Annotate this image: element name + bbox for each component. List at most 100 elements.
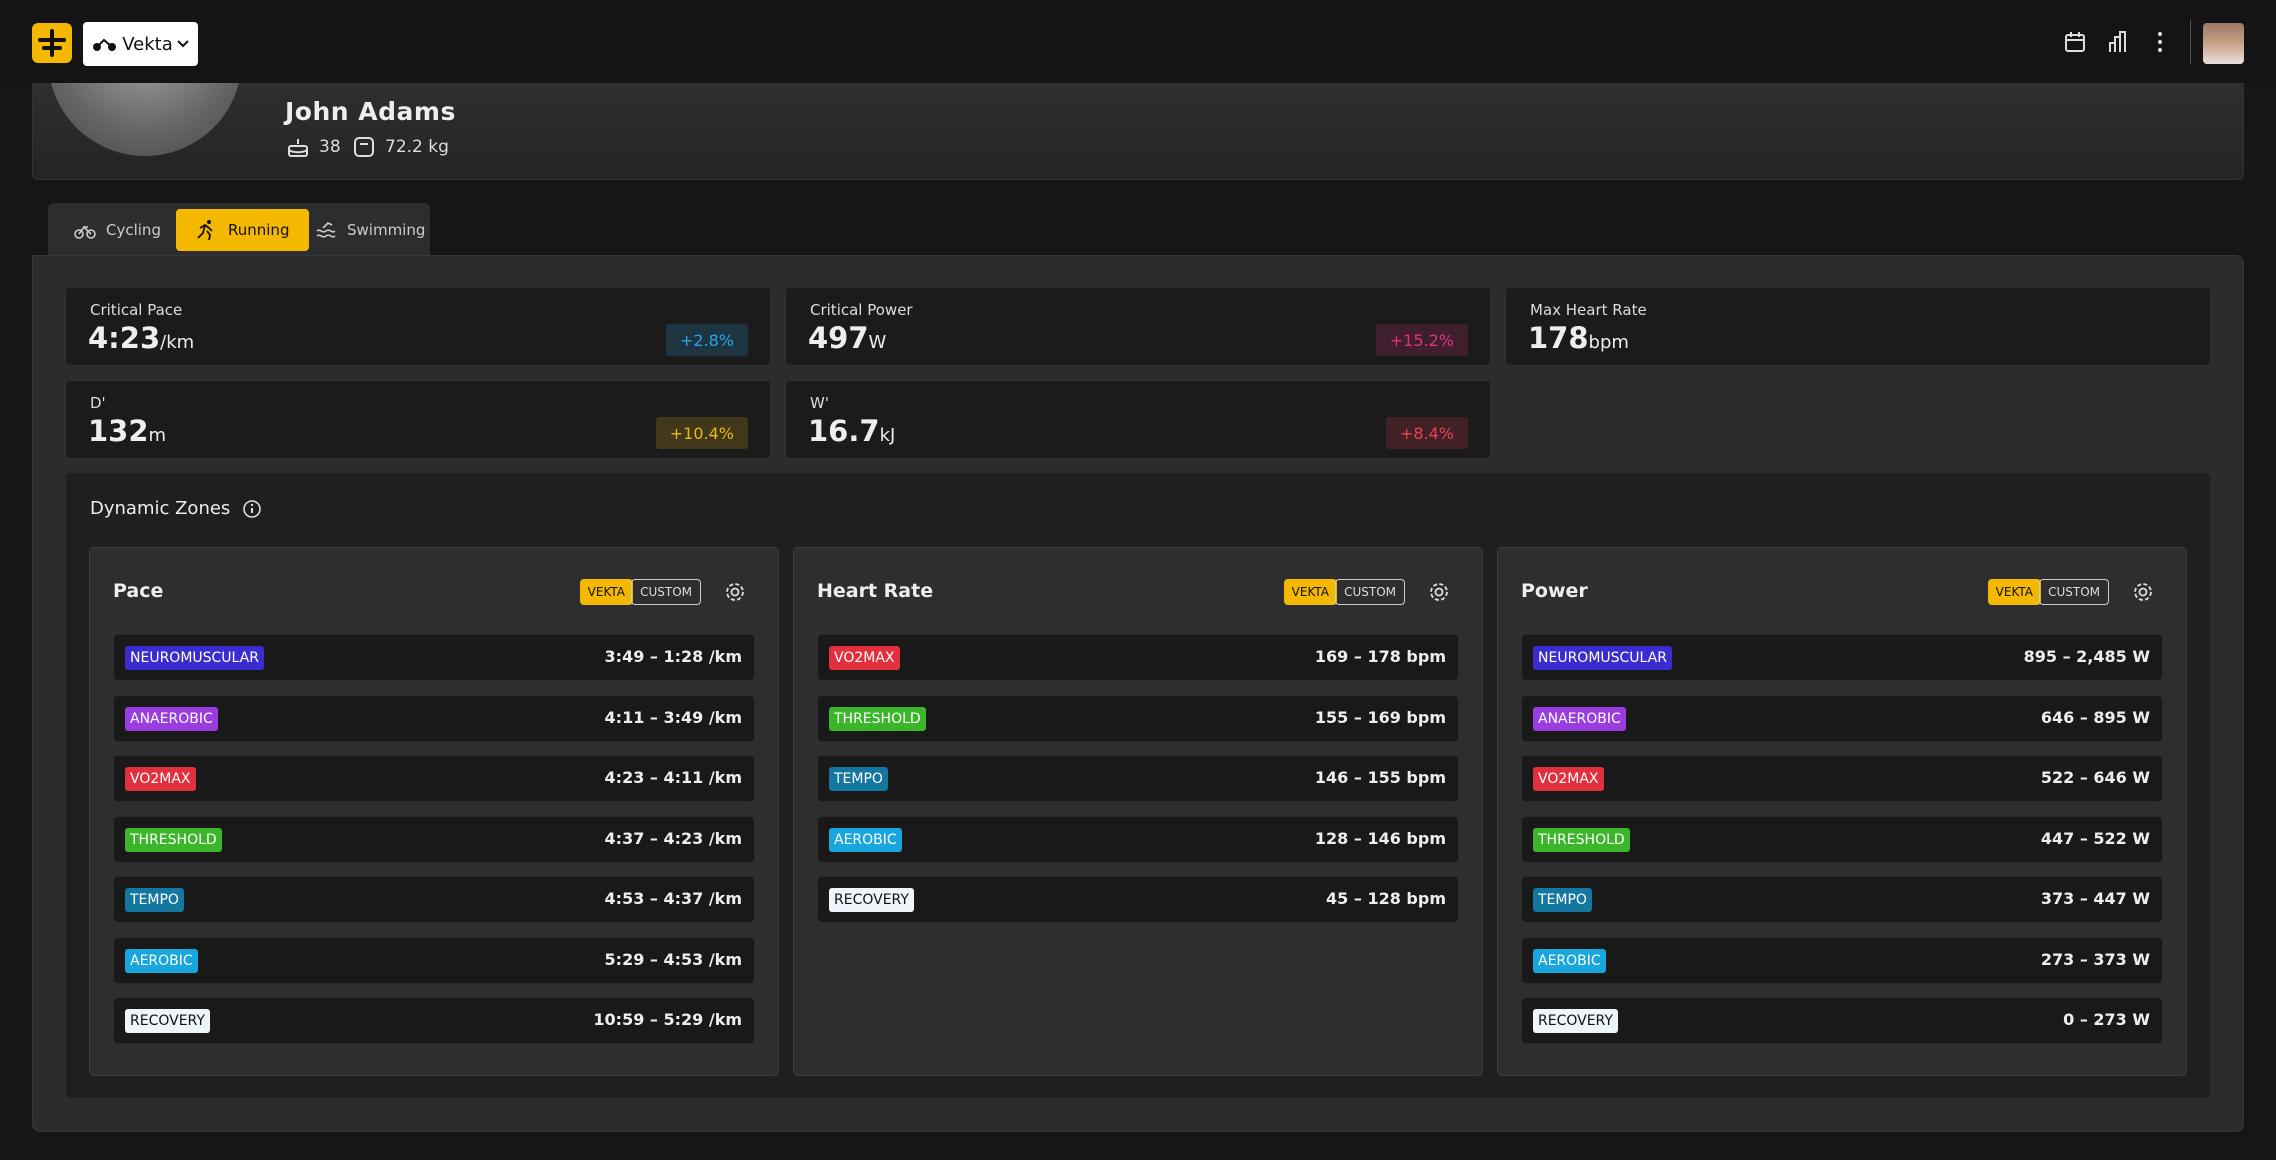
zone-row: RECOVERY 0 – 273 W — [1521, 997, 2163, 1044]
zone-row: TEMPO 146 – 155 bpm — [817, 755, 1459, 802]
calendar-icon[interactable] — [2064, 31, 2086, 53]
zone-range: 273 – 373 W — [2040, 949, 2150, 969]
brand-icon — [93, 38, 117, 51]
zone-range: 146 – 155 bpm — [1314, 768, 1446, 787]
zone-tag: VO2MAX — [125, 767, 196, 791]
zone-tag: TEMPO — [829, 767, 888, 791]
athlete-name: John Adams — [285, 97, 456, 126]
zones-title: Dynamic Zones — [90, 498, 231, 519]
vekta-toggle[interactable]: VEKTA — [1987, 579, 2041, 605]
zone-range: 155 – 169 bpm — [1314, 707, 1446, 727]
zone-row: THRESHOLD 4:37 – 4:23 /km — [113, 815, 755, 863]
sport-tab[interactable]: Swimming — [295, 209, 445, 251]
zone-range: 128 – 146 bpm — [1314, 828, 1446, 848]
metric-unit: bpm — [1588, 332, 1629, 353]
zone-tag: VO2MAX — [1533, 767, 1604, 791]
tab-icon — [74, 225, 96, 239]
zone-tag: ANAEROBIC — [1533, 706, 1626, 731]
zone-row: RECOVERY 10:59 – 5:29 /km — [113, 997, 755, 1044]
brand-name: Vekta — [122, 33, 173, 55]
zone-tag: NEUROMUSCULAR — [125, 646, 264, 670]
zone-range: 447 – 522 W — [2040, 828, 2150, 848]
zone-row: ANAEROBIC 646 – 895 W — [1521, 694, 2163, 742]
zone-tag: THRESHOLD — [829, 706, 926, 731]
zone-range: 895 – 2,485 W — [2023, 647, 2150, 666]
metric-value: 497W — [808, 321, 886, 355]
dynamic-zones-card: Dynamic Zones Pace VEKTA CUSTOM NEUROMUSCUL… — [65, 472, 2211, 1099]
zone-tag: AEROBIC — [829, 827, 902, 852]
zone-panel: Power VEKTA CUSTOM NEUROMUSCULAR 895 – 2,485… — [1497, 547, 2187, 1076]
tab-label: Cycling — [106, 221, 161, 239]
zone-range: 4:53 – 4:37 /km — [604, 889, 742, 908]
zone-tag: THRESHOLD — [125, 827, 222, 852]
chevron — [177, 40, 189, 48]
panel-title: Pace — [113, 580, 164, 602]
custom-toggle[interactable]: CUSTOM — [631, 579, 701, 605]
vekta-toggle[interactable]: VEKTA — [1283, 579, 1337, 605]
metric-number: 178 — [1528, 321, 1589, 355]
zone-tag: AEROBIC — [1533, 948, 1606, 973]
metric-number: 16.7 — [808, 414, 880, 448]
main-panel: Dynamic Zones Pace VEKTA CUSTOM NEUROMUSCUL… — [32, 255, 2244, 1132]
metric-label: Critical Power — [810, 301, 913, 319]
settings-icon[interactable] — [2131, 580, 2155, 604]
zone-tag: NEUROMUSCULAR — [1533, 646, 1672, 670]
metric-label: D' — [90, 394, 106, 412]
team-select[interactable]: Vekta — [83, 22, 198, 66]
panel-title: Heart Rate — [817, 580, 934, 602]
vekta-toggle[interactable]: VEKTA — [579, 579, 633, 605]
tab-label: Running — [228, 221, 290, 239]
tab-label: Swimming — [347, 221, 426, 239]
settings-icon[interactable] — [723, 580, 747, 604]
zone-tag: THRESHOLD — [1533, 827, 1630, 852]
zone-tag: VO2MAX — [829, 646, 900, 670]
custom-toggle[interactable]: CUSTOM — [1335, 579, 1405, 605]
more-icon[interactable] — [2152, 31, 2168, 53]
user-avatar[interactable] — [2203, 23, 2244, 64]
metric-value: 178bpm — [1528, 321, 1629, 355]
zone-panel: Pace VEKTA CUSTOM NEUROMUSCULAR 3:49 – 1:28 … — [89, 547, 779, 1076]
scale-icon — [354, 137, 374, 157]
zone-range: 646 – 895 W — [2040, 707, 2150, 727]
zone-row: NEUROMUSCULAR 895 – 2,485 W — [1521, 634, 2163, 681]
panel-title: Power — [1521, 580, 1588, 602]
zone-row: ANAEROBIC 4:11 – 3:49 /km — [113, 694, 755, 742]
age: 38 — [287, 136, 341, 158]
metric-number: 4:23 — [88, 321, 161, 355]
gear — [726, 583, 744, 601]
zone-tag: RECOVERY — [1533, 1009, 1618, 1033]
zone-row: TEMPO 4:53 – 4:37 /km — [113, 876, 755, 923]
zone-row: VO2MAX 522 – 646 W — [1521, 755, 2163, 802]
zone-range: 522 – 646 W — [2040, 768, 2150, 787]
metric-value: 4:23/km — [88, 321, 194, 355]
gear — [1430, 583, 1448, 601]
zone-range: 373 – 447 W — [2040, 889, 2150, 908]
metric-label: Max Heart Rate — [1530, 301, 1647, 319]
sport-tab[interactable]: Running — [176, 209, 310, 251]
zone-range: 0 – 273 W — [2063, 1010, 2150, 1029]
weight: 72.2 kg — [353, 136, 449, 158]
sport-tab[interactable]: Cycling — [54, 209, 181, 251]
custom-toggle[interactable]: CUSTOM — [2039, 579, 2109, 605]
metric-card: Critical Pace 4:23/km +2.8% — [65, 287, 771, 366]
gear — [2134, 583, 2152, 601]
logo[interactable] — [32, 23, 72, 63]
metric-card: W' 16.7kJ +8.4% — [785, 380, 1491, 459]
tab-icon — [197, 220, 213, 241]
stats-icon[interactable] — [2107, 31, 2129, 53]
zone-range: 4:23 – 4:11 /km — [604, 768, 742, 787]
zone-tag: RECOVERY — [125, 1009, 210, 1033]
athlete-photo — [48, 83, 242, 156]
info-icon[interactable] — [242, 499, 262, 519]
zone-row: AEROBIC 128 – 146 bpm — [817, 815, 1459, 863]
zone-row: AEROBIC 273 – 373 W — [1521, 936, 2163, 984]
zone-range: 3:49 – 1:28 /km — [604, 647, 742, 666]
zone-row: AEROBIC 5:29 – 4:53 /km — [113, 936, 755, 984]
zone-tag: TEMPO — [125, 888, 184, 912]
settings-icon[interactable] — [1427, 580, 1451, 604]
age-value: 38 — [319, 137, 341, 157]
divider — [2190, 20, 2191, 64]
metric-label: Critical Pace — [90, 301, 183, 319]
zone-row: NEUROMUSCULAR 3:49 – 1:28 /km — [113, 634, 755, 681]
